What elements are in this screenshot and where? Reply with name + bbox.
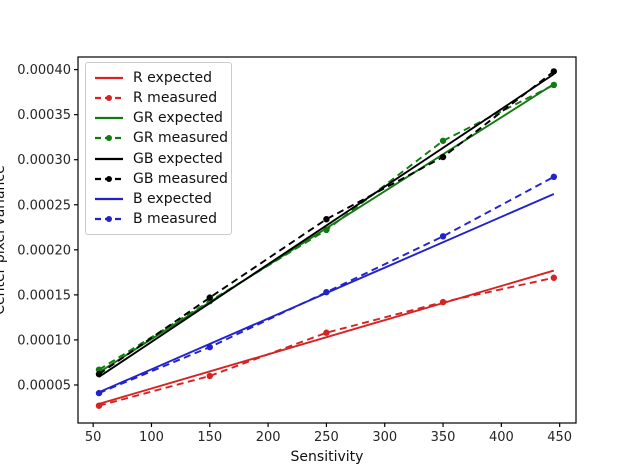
- legend-line-sample-gb-measured: [95, 175, 123, 182]
- legend-item-label: R expected: [133, 70, 213, 86]
- x-tick-label: 400: [489, 430, 514, 445]
- legend-item-gr-measured: GR measured: [94, 129, 231, 147]
- y-tick-label: 0.00030: [17, 153, 71, 168]
- legend-item-b-expected: B expected: [94, 190, 231, 208]
- legend-line-sample-r-expected: [95, 76, 123, 80]
- data-point-marker-gb-measured: [95, 370, 103, 378]
- legend-item-gb-measured: GB measured: [94, 170, 231, 188]
- x-tick-label: 450: [547, 430, 572, 445]
- series-line-b-measured: [98, 176, 555, 394]
- y-tick-label: 0.00005: [17, 378, 71, 393]
- y-tick-label: 0.00025: [17, 198, 71, 213]
- series-line-r-measured: [98, 276, 555, 407]
- data-point-marker-r-measured: [206, 372, 213, 380]
- series-line-r-expected: [98, 269, 555, 405]
- data-point-marker-b-measured: [206, 343, 213, 351]
- y-tick-label: 0.00020: [17, 243, 71, 258]
- data-point-marker-gr-measured: [550, 81, 558, 89]
- x-axis-label: Sensitivity: [290, 449, 364, 465]
- legend-item-label: R measured: [133, 90, 218, 107]
- data-point-marker-gr-measured: [439, 137, 447, 144]
- data-point-marker-gb-measured: [206, 294, 213, 301]
- data-point-marker-gr-measured: [95, 366, 103, 373]
- x-tick-label: 150: [197, 430, 222, 445]
- legend-item-label: GR measured: [133, 130, 228, 147]
- x-tick-label: 250: [314, 430, 339, 445]
- data-point-marker-gb-measured: [439, 153, 447, 161]
- legend-item-gr-expected: GR expected: [94, 109, 231, 127]
- legend-line-sample-gb-expected: [95, 157, 123, 160]
- legend-item-label: B measured: [133, 210, 217, 227]
- data-point-marker-b-measured: [95, 389, 103, 397]
- y-tick-label: 0.00010: [17, 333, 71, 348]
- legend-item-label: GB measured: [133, 170, 228, 187]
- data-point-marker-r-measured: [95, 402, 103, 409]
- data-point-marker-b-measured: [550, 173, 558, 181]
- x-tick-label: 300: [372, 430, 397, 445]
- y-axis-label: Center pixel variance: [0, 165, 8, 315]
- legend-item-label: GR expected: [133, 110, 223, 127]
- data-point-marker-b-measured: [439, 233, 447, 240]
- legend-line-sample-b-measured: [95, 215, 123, 222]
- data-point-marker-gb-measured: [550, 68, 558, 75]
- legend-line-sample-r-measured: [95, 95, 123, 102]
- data-point-marker-gb-measured: [323, 215, 330, 223]
- data-point-marker-r-measured: [439, 298, 447, 306]
- y-tick-label: 0.00035: [17, 108, 71, 123]
- legend-item-r-measured: R measured: [94, 89, 231, 107]
- legend-item-label: B expected: [133, 190, 212, 207]
- data-point-marker-r-measured: [323, 329, 330, 336]
- x-tick-label: 50: [85, 430, 102, 445]
- data-point-marker-b-measured: [323, 288, 330, 296]
- legend-line-sample-gr-measured: [95, 135, 123, 142]
- legend-line-sample-gr-expected: [95, 117, 123, 120]
- y-tick-label: 0.00040: [17, 63, 71, 78]
- legend-item-r-expected: R expected: [94, 69, 231, 87]
- data-point-marker-r-measured: [550, 274, 558, 281]
- series-line-gb-measured: [98, 70, 555, 375]
- x-tick-label: 350: [431, 430, 456, 445]
- legend-item-label: GB expected: [133, 150, 223, 167]
- data-point-marker-gr-measured: [323, 226, 330, 234]
- legend-line-sample-b-expected: [95, 197, 123, 200]
- x-tick-label: 100: [139, 430, 164, 445]
- x-tick-label: 200: [256, 430, 281, 445]
- legend-item-gb-expected: GB expected: [94, 150, 231, 168]
- legend: R expected R measured GR expected GR measur…: [85, 62, 232, 235]
- y-tick-label: 0.00015: [17, 288, 71, 303]
- legend-item-b-measured: B measured: [94, 210, 231, 228]
- series-line-gb-expected: [98, 73, 555, 378]
